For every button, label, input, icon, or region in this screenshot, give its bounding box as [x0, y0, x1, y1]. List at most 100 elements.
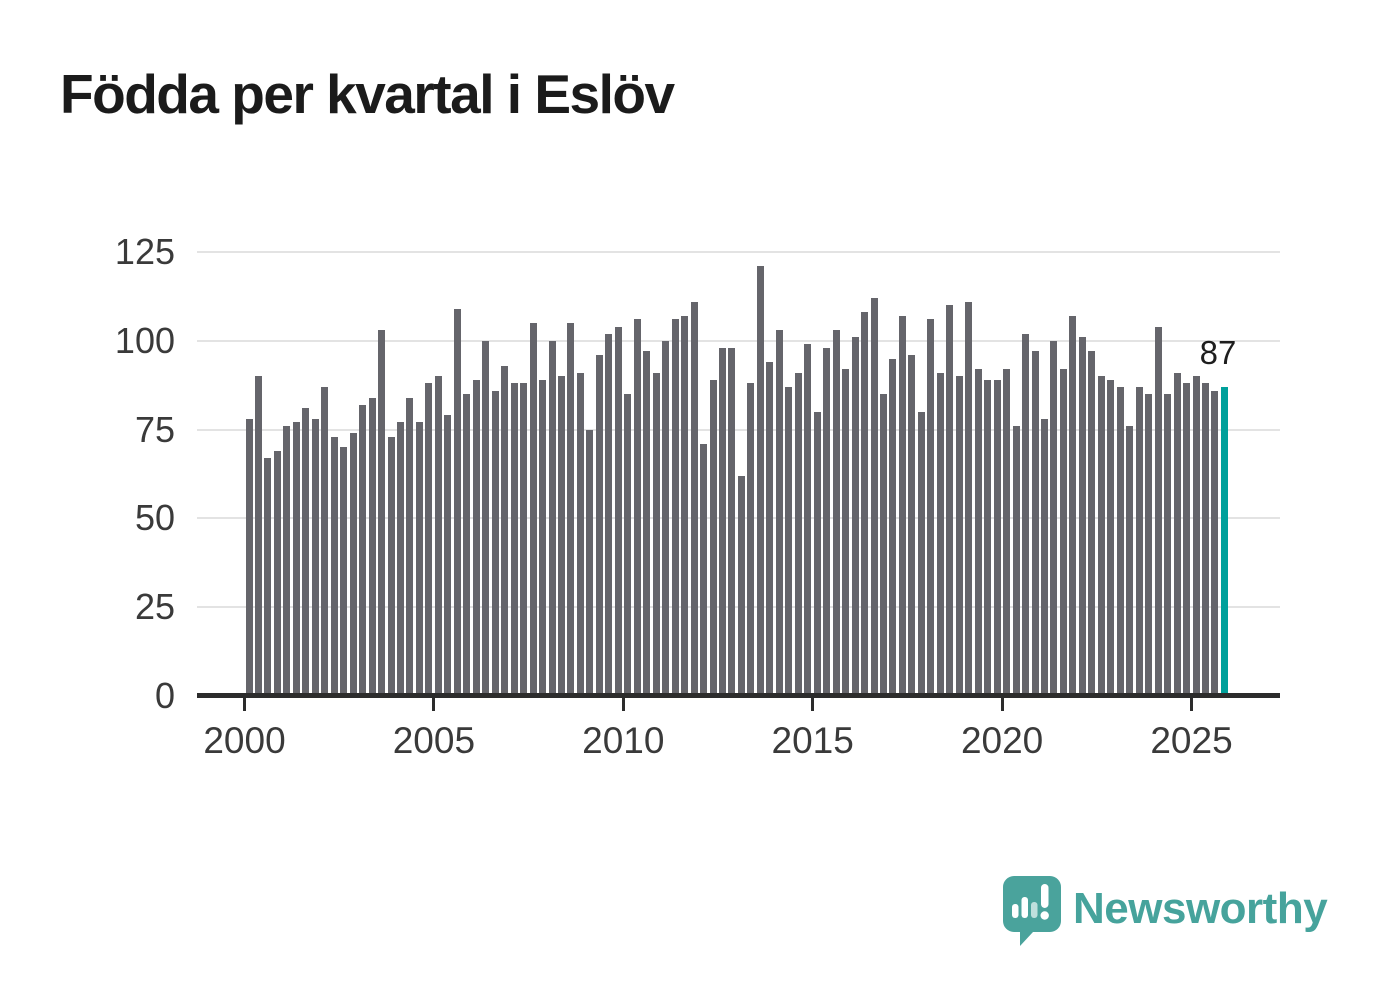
y-tick-label-100: 100: [114, 319, 175, 361]
bar: [1145, 394, 1153, 696]
bar: [444, 415, 452, 696]
logo-bar-3: [1031, 902, 1038, 918]
bar: [558, 376, 565, 696]
bar: [292, 422, 300, 696]
bar: [756, 266, 764, 696]
bar: [264, 458, 272, 696]
bar: [747, 383, 755, 696]
bar: [482, 340, 490, 696]
bar: [889, 358, 897, 696]
bar: [1022, 333, 1030, 696]
bar: [870, 298, 878, 696]
bar: [681, 315, 689, 696]
bar: [311, 418, 319, 696]
bar: [700, 443, 708, 696]
bar: [823, 347, 831, 696]
bar: [879, 394, 887, 696]
bar: [993, 379, 1001, 696]
bar: [340, 447, 348, 696]
bar: [728, 347, 736, 696]
bar: [397, 422, 405, 696]
bar: [1088, 351, 1096, 696]
bar-highlighted-latest: [1220, 386, 1228, 696]
bar: [927, 319, 935, 696]
bar: [965, 301, 973, 696]
bar: [1211, 390, 1219, 696]
x-tick-label-2015: 2015: [771, 720, 854, 761]
bar: [425, 383, 433, 696]
bar: [245, 418, 253, 696]
bar: [984, 379, 992, 696]
x-tick-label-2010: 2010: [582, 720, 665, 761]
y-tick-label-50: 50: [134, 497, 175, 539]
newsworthy-logo-text: Newsworthy: [1073, 884, 1328, 933]
bar: [1173, 372, 1181, 696]
bar: [368, 397, 376, 696]
chart-title: Födda per kvartal i Eslöv: [60, 63, 675, 125]
x-tick-2010: [621, 697, 625, 711]
gridline-y-125: [197, 251, 1280, 253]
bar: [510, 383, 518, 696]
bar: [1154, 326, 1162, 696]
x-tick-label-2005: 2005: [392, 720, 476, 761]
bar: [302, 408, 310, 696]
bar: [434, 376, 442, 696]
newsworthy-logo: Newsworthy: [1001, 874, 1331, 954]
bar: [415, 422, 423, 696]
x-tick-label-2020: 2020: [960, 720, 1044, 761]
bar: [643, 351, 651, 696]
bar: [775, 330, 783, 696]
bar: [785, 386, 793, 696]
bar: [491, 390, 499, 696]
y-tick-label-75: 75: [134, 408, 175, 450]
bar: [917, 411, 925, 696]
logo-exclamation-dot: [1040, 911, 1049, 920]
bar: [1116, 386, 1124, 696]
bar: [463, 394, 471, 696]
bar: [842, 369, 850, 696]
bar: [974, 369, 982, 696]
x-tick-label-2025: 2025: [1150, 720, 1233, 761]
gridline-y-75: [197, 428, 1280, 431]
bar: [1164, 394, 1172, 696]
last-value-label: 87: [1199, 334, 1237, 371]
bar: [1069, 315, 1077, 696]
bar: [1031, 351, 1039, 696]
y-tick-label-0: 0: [154, 675, 175, 716]
x-tick-label-2000: 2000: [203, 720, 286, 761]
bar: [387, 436, 395, 696]
bar: [719, 347, 726, 696]
logo-exclamation-bar: [1041, 884, 1049, 908]
bar: [662, 340, 670, 696]
bar: [737, 475, 745, 696]
bar: [567, 323, 575, 696]
bar: [1201, 383, 1209, 696]
bar: [321, 386, 329, 696]
bar: [349, 433, 357, 696]
bar: [936, 372, 944, 696]
gridline-y-100: [197, 339, 1280, 342]
bar: [1135, 386, 1143, 696]
bar: [1107, 379, 1115, 696]
bar: [671, 319, 679, 696]
bar: [548, 340, 556, 696]
x-tick-2020: [1000, 697, 1004, 711]
bar: [851, 337, 859, 696]
bar: [406, 397, 414, 696]
y-tick-label-25: 25: [134, 586, 175, 628]
bar: [501, 365, 509, 696]
bar: [813, 411, 821, 696]
bar: [955, 376, 963, 696]
bar: [898, 315, 906, 696]
x-tick-2000: [243, 697, 246, 711]
bar: [614, 326, 622, 696]
bar: [690, 301, 698, 696]
bar: [283, 426, 291, 696]
bar: [453, 308, 461, 696]
bar: [1040, 418, 1048, 696]
bar: [861, 312, 869, 696]
bar: [472, 379, 480, 696]
bar: [766, 362, 774, 696]
